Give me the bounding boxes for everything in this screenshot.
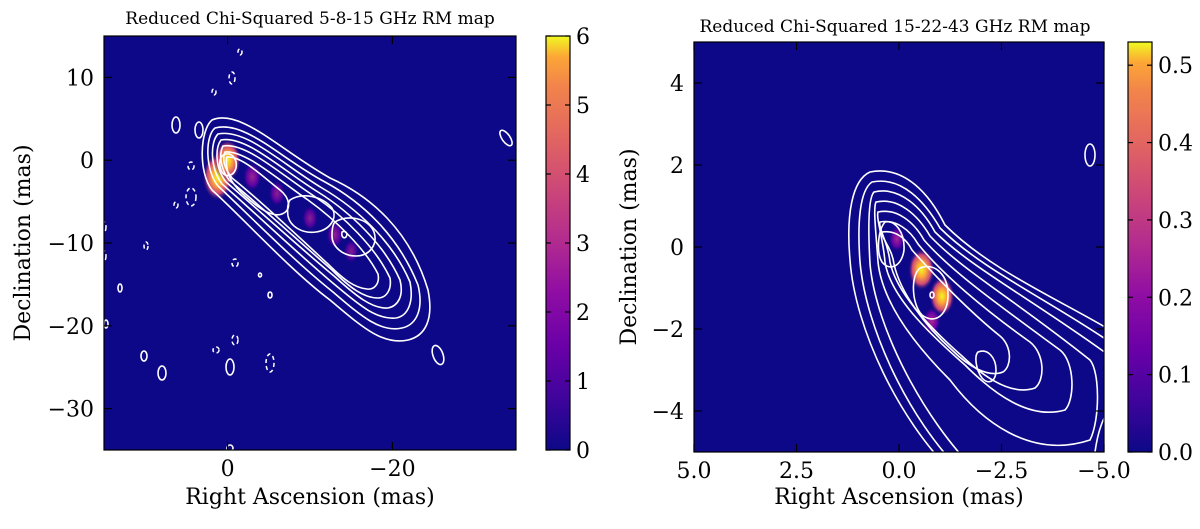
right-panel: Reduced Chi-Squared 15-22-43 GHz RM map — [617, 17, 1193, 510]
heat-hotspot — [929, 276, 955, 317]
y-tick-label: 2 — [670, 154, 684, 179]
left-panel: Reduced Chi-Squared 5-8-15 GHz RM map — [11, 9, 590, 510]
right-colorbar-ticks: 0.0 0.1 0.2 0.3 0.4 0.5 — [1128, 54, 1193, 466]
colorbar-tick-label: 0.0 — [1158, 441, 1193, 466]
y-tick-label: −30 — [48, 398, 94, 423]
heat-hotspot — [343, 238, 360, 264]
right-contours — [848, 143, 1104, 452]
y-tick-label: −10 — [48, 232, 94, 257]
colorbar-tick-label: 6 — [576, 25, 590, 50]
y-tick-label: 4 — [670, 72, 684, 97]
heat-hotspot — [908, 248, 935, 291]
left-axis-ticks: 0 −20 10 0 −10 −20 −30 — [48, 36, 516, 482]
colorbar-tick-label: 0.2 — [1158, 286, 1193, 311]
left-map-content — [104, 48, 513, 450]
left-x-axis-label: Right Ascension (mas) — [185, 485, 435, 510]
colorbar-tick-label: 3 — [576, 232, 590, 257]
colorbar-tick-label: 4 — [576, 163, 590, 188]
right-chart-title: Reduced Chi-Squared 15-22-43 GHz RM map — [699, 17, 1090, 37]
x-tick-label: −5.0 — [1077, 459, 1130, 484]
colorbar-tick-label: 0.1 — [1158, 364, 1193, 389]
y-tick-label: −2 — [652, 318, 684, 343]
heat-hotspot — [242, 161, 262, 192]
heat-hotspot — [301, 205, 319, 231]
right-map-content — [848, 143, 1104, 452]
y-tick-label: 0 — [80, 149, 94, 174]
left-y-axis-label: Declination (mas) — [11, 144, 36, 341]
right-y-axis-label: Declination (mas) — [617, 148, 642, 345]
heat-hotspot — [325, 220, 344, 249]
y-tick-label: −4 — [652, 400, 684, 425]
colorbar-tick-label: 0 — [576, 439, 590, 464]
x-tick-label: −20 — [369, 457, 415, 482]
x-tick-label: 0 — [221, 457, 235, 482]
y-tick-label: 10 — [66, 66, 94, 91]
heat-hotspot — [268, 179, 286, 207]
colorbar-tick-label: 0.4 — [1158, 132, 1193, 157]
heat-hotspot — [922, 306, 941, 335]
colorbar-tick-label: 0.3 — [1158, 209, 1193, 234]
left-colorbar-ticks: 0 1 2 3 4 5 6 — [546, 25, 590, 464]
x-tick-label: 5.0 — [677, 459, 712, 484]
left-map-background — [104, 36, 516, 450]
colorbar-tick-label: 2 — [576, 301, 590, 326]
y-tick-label: −20 — [48, 315, 94, 340]
left-contours — [104, 48, 513, 450]
x-tick-label: 0.0 — [882, 459, 917, 484]
right-x-axis-label: Right Ascension (mas) — [774, 485, 1024, 510]
y-tick-label: 0 — [670, 236, 684, 261]
colorbar-tick-label: 5 — [576, 94, 590, 119]
left-chart-title: Reduced Chi-Squared 5-8-15 GHz RM map — [125, 9, 495, 29]
right-axis-ticks: 5.0 2.5 0.0 −2.5 −5.0 4 2 0 −2 −4 — [652, 42, 1131, 484]
x-tick-label: 2.5 — [779, 459, 814, 484]
colorbar-tick-label: 1 — [576, 370, 590, 395]
x-tick-label: −2.5 — [975, 459, 1028, 484]
colorbar-tick-label: 0.5 — [1158, 54, 1193, 79]
right-colorbar — [1128, 42, 1152, 452]
